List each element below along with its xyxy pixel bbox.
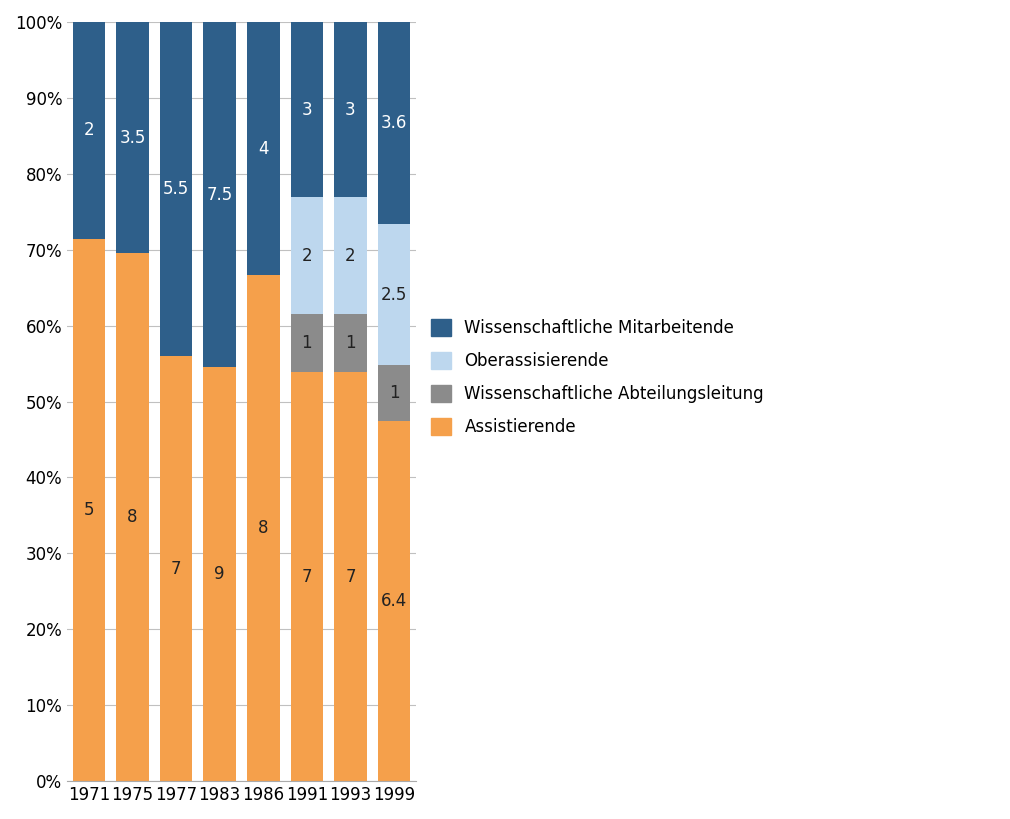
Text: 9: 9	[214, 565, 225, 583]
Text: 8: 8	[127, 508, 137, 526]
Text: 3.6: 3.6	[381, 114, 407, 132]
Bar	[378, 22, 410, 224]
Bar	[116, 22, 148, 253]
Legend: Wissenschaftliche Mitarbeitende, Oberassisierende, Wissenschaftliche Abteilungsl: Wissenschaftliche Mitarbeitende, Oberass…	[431, 319, 765, 437]
Text: 2: 2	[345, 247, 356, 265]
Text: 8: 8	[258, 519, 269, 537]
Bar	[160, 22, 193, 356]
Bar	[334, 197, 367, 314]
Text: 4: 4	[258, 139, 269, 157]
Text: 2: 2	[84, 121, 94, 139]
Bar	[378, 365, 410, 421]
Bar	[73, 239, 105, 781]
Text: 1: 1	[389, 384, 399, 402]
Bar	[246, 22, 280, 275]
Bar	[378, 421, 410, 781]
Bar	[334, 314, 367, 373]
Text: 1: 1	[302, 334, 312, 352]
Text: 7: 7	[345, 568, 356, 586]
Text: 7.5: 7.5	[207, 186, 233, 204]
Bar	[291, 314, 323, 373]
Bar	[203, 367, 236, 781]
Bar	[378, 224, 410, 365]
Text: 6.4: 6.4	[381, 592, 407, 610]
Bar	[334, 22, 367, 197]
Text: 5: 5	[84, 501, 94, 519]
Text: 3: 3	[302, 101, 312, 119]
Bar	[291, 197, 323, 314]
Text: 1: 1	[345, 334, 356, 352]
Text: 3.5: 3.5	[119, 129, 145, 147]
Text: 5.5: 5.5	[163, 180, 189, 198]
Text: 7: 7	[302, 568, 312, 586]
Text: 3: 3	[345, 101, 356, 119]
Text: 2: 2	[302, 247, 312, 265]
Bar	[291, 373, 323, 781]
Bar	[73, 22, 105, 239]
Bar	[203, 22, 236, 367]
Bar	[160, 356, 193, 781]
Bar	[116, 253, 148, 781]
Text: 7: 7	[171, 559, 182, 577]
Bar	[334, 373, 367, 781]
Bar	[246, 275, 280, 781]
Text: 2.5: 2.5	[381, 286, 407, 304]
Bar	[291, 22, 323, 197]
